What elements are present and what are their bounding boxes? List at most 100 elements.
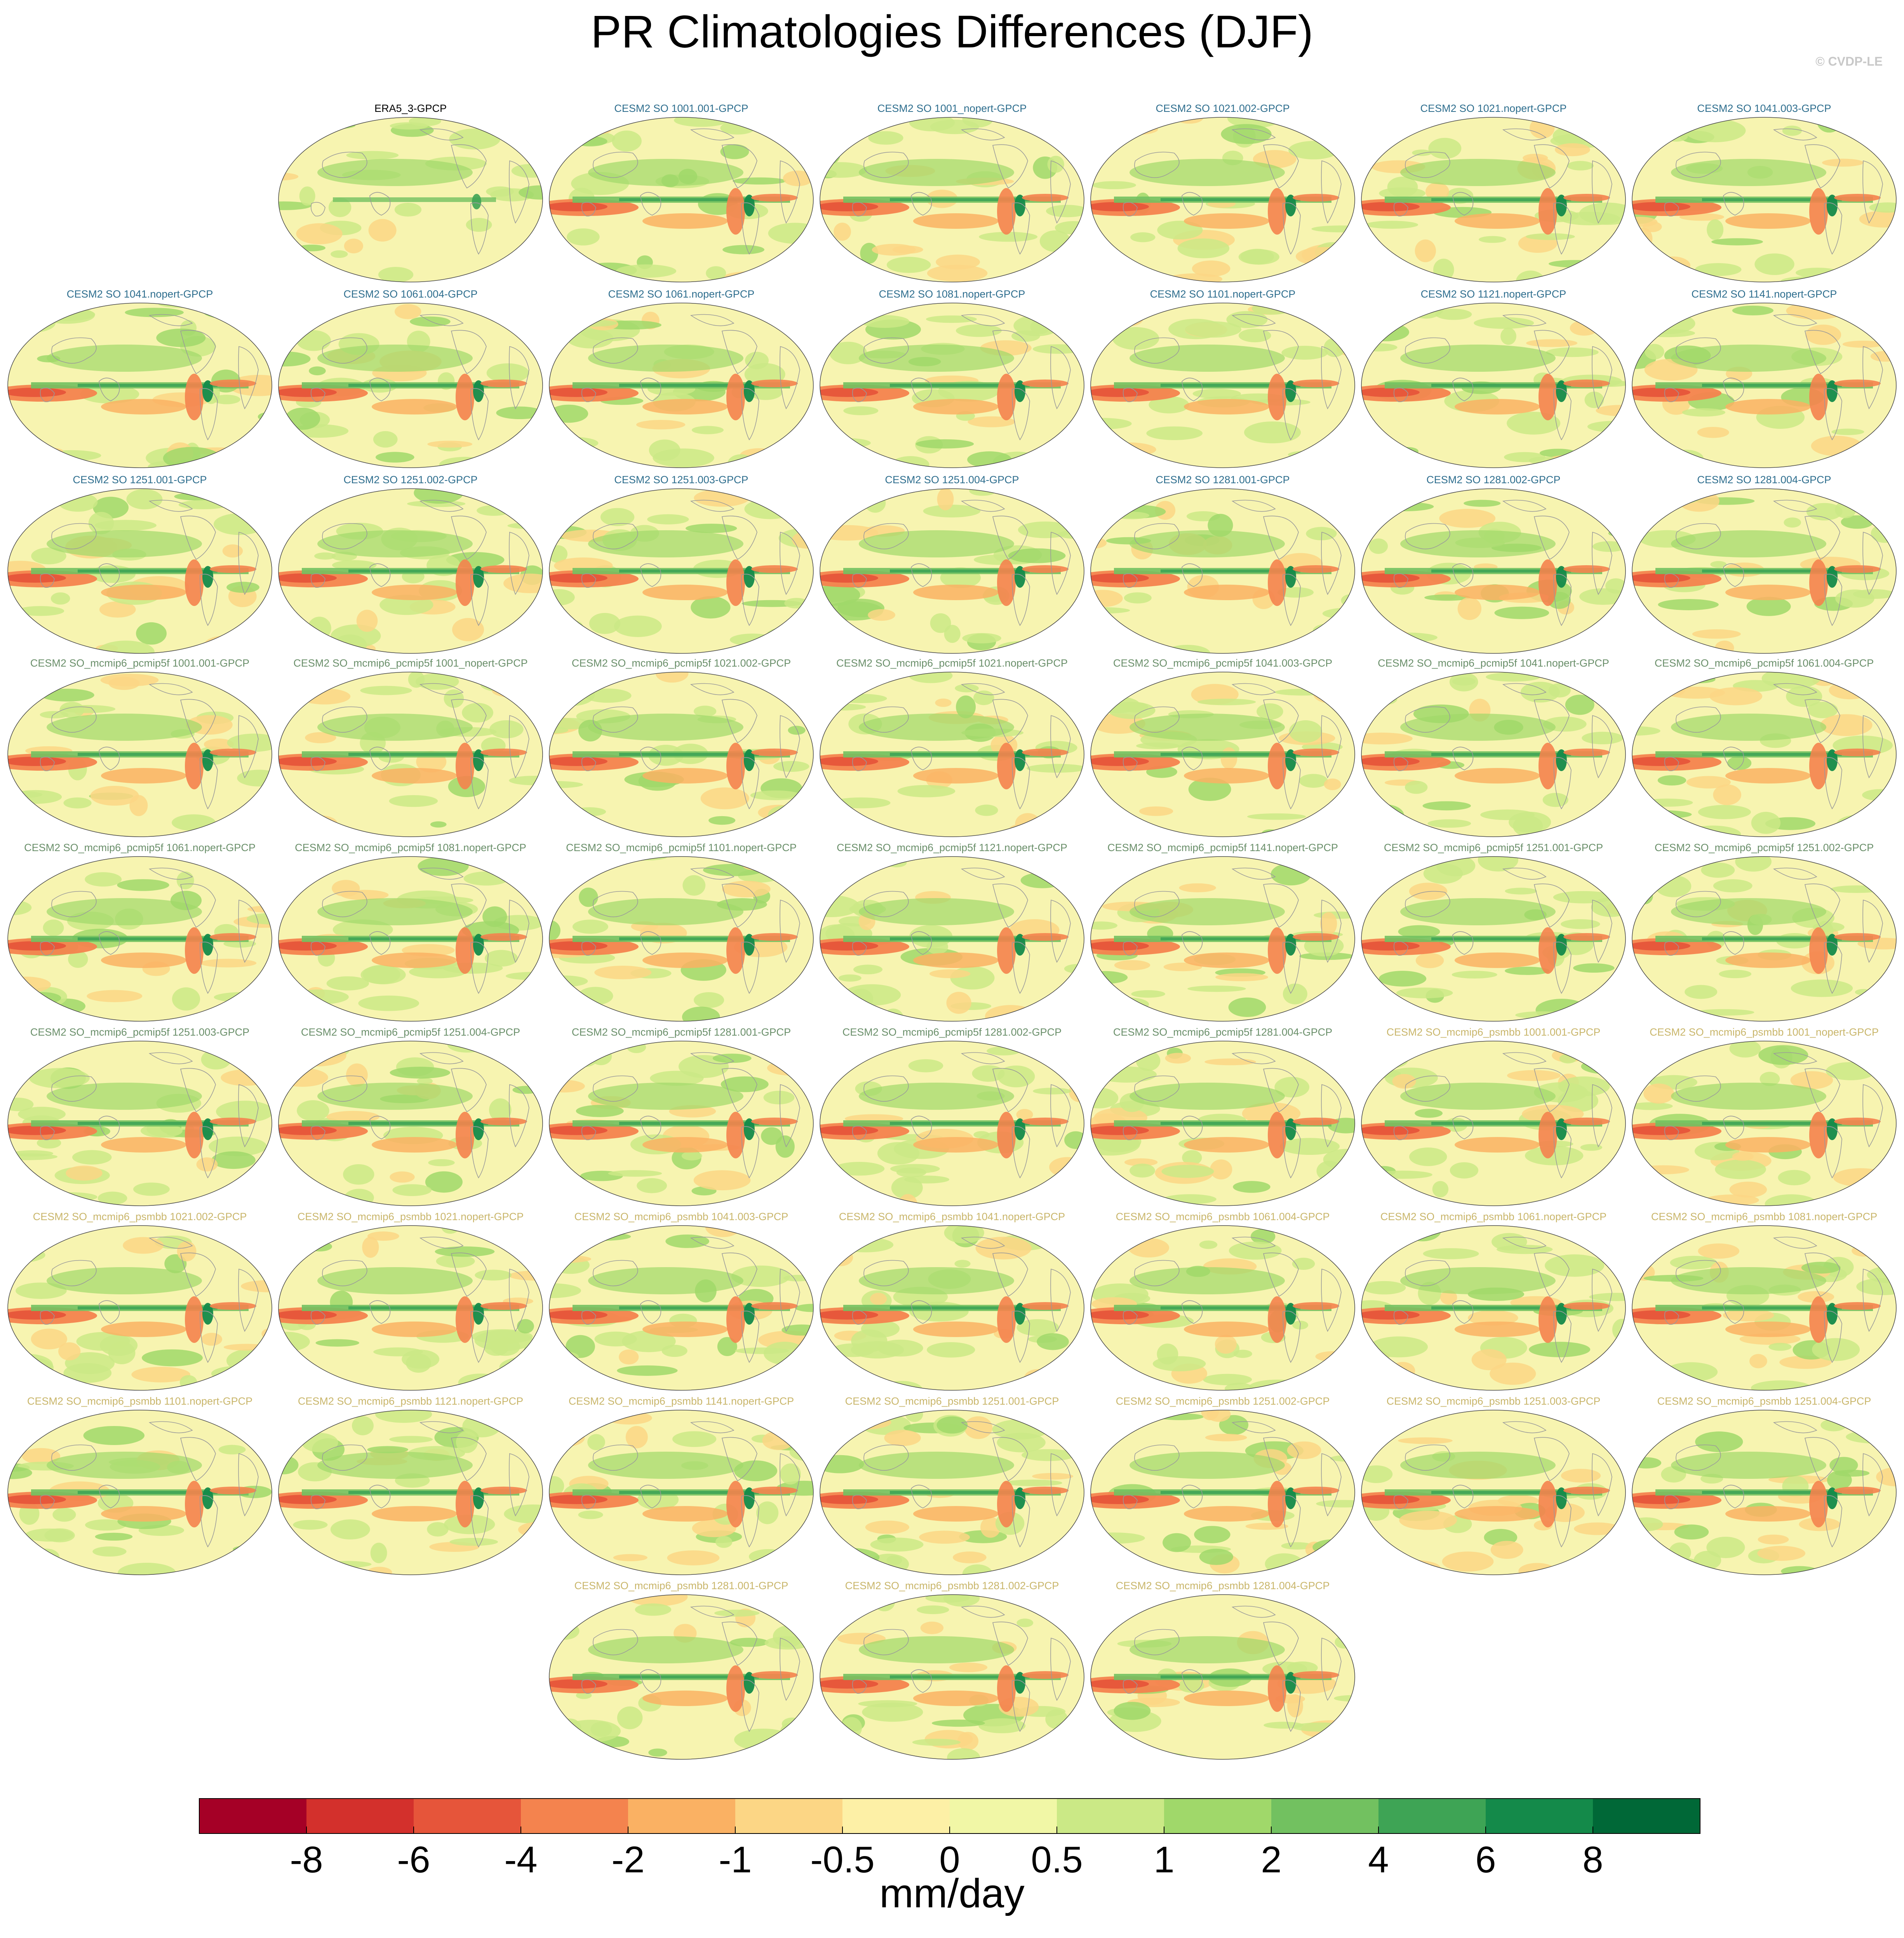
coastline [1824, 1126, 1842, 1179]
coastline [238, 1453, 259, 1517]
precip-anomaly-patch [1293, 1302, 1339, 1310]
coastline [1805, 330, 1840, 374]
precip-anomaly-patch [1130, 898, 1285, 925]
precip-anomaly-patch [1505, 966, 1550, 975]
precip-anomaly-patch [947, 1748, 980, 1759]
precip-anomaly-patch [1400, 1452, 1556, 1479]
precip-anomaly-patch [1820, 714, 1873, 736]
precip-anomaly-patch [373, 1347, 423, 1356]
precip-anomaly-patch [588, 714, 743, 741]
precip-anomaly-patch [118, 1562, 176, 1575]
precip-anomaly-patch [1809, 1481, 1828, 1527]
precip-anomaly-patch [1695, 263, 1742, 276]
precip-anomaly-patch [820, 941, 878, 951]
precip-anomaly-patch [1316, 1161, 1343, 1181]
precip-anomaly-patch [1361, 1423, 1387, 1434]
precip-anomaly-patch [1281, 346, 1328, 360]
precip-anomaly-patch [372, 952, 457, 968]
coastline [1553, 202, 1572, 255]
precip-anomaly-patch [751, 1671, 798, 1679]
precip-anomaly-patch [1522, 1105, 1584, 1123]
precip-anomaly-patch [1632, 1126, 1690, 1135]
precip-anomaly-patch [1128, 1238, 1170, 1258]
precip-anomaly-patch [390, 122, 428, 130]
map-panel: CESM2 SO 1041.003-GPCP [1630, 102, 1898, 288]
coastline [238, 531, 259, 595]
coastline [1405, 337, 1450, 364]
precip-anomaly-patch [367, 1446, 409, 1454]
coastline [1263, 330, 1299, 374]
precip-anomaly-patch [1751, 1380, 1812, 1390]
precip-anomaly-patch [1427, 819, 1471, 828]
precip-anomaly-patch [726, 927, 745, 974]
robinson-map [1632, 117, 1897, 282]
coastline [200, 574, 218, 626]
coastline [180, 1437, 216, 1482]
colorbar-swatch [735, 1799, 843, 1834]
coastline [911, 378, 932, 401]
coastline [1321, 715, 1342, 778]
precip-anomaly-patch [1022, 749, 1069, 756]
precip-anomaly-patch [930, 613, 951, 633]
precip-anomaly-patch [278, 1534, 301, 1544]
precip-anomaly-patch [1139, 806, 1173, 816]
precip-anomaly-patch [473, 749, 484, 771]
precip-anomaly-patch [1220, 747, 1237, 770]
map-border [549, 488, 814, 654]
precip-anomaly-patch [509, 776, 543, 785]
precip-anomaly-patch [1422, 801, 1471, 811]
coastline [1664, 1125, 1679, 1141]
map-border [1090, 1041, 1355, 1206]
precip-anomaly-patch [1011, 330, 1040, 342]
precip-anomaly-patch [1641, 798, 1693, 807]
precip-anomaly-patch [820, 810, 852, 825]
precip-anomaly-patch [571, 1045, 599, 1067]
precip-anomaly-patch [101, 1137, 186, 1153]
coastline [852, 202, 867, 217]
robinson-map [278, 488, 543, 654]
coastline [593, 523, 638, 550]
precip-anomaly-patch [1146, 426, 1203, 440]
precip-anomaly-patch [519, 429, 543, 442]
precip-anomaly-patch [427, 441, 473, 448]
precip-anomaly-patch [1640, 1041, 1697, 1053]
precip-anomaly-patch [210, 1302, 256, 1310]
precip-anomaly-patch [1455, 1322, 1540, 1337]
precip-anomaly-patch [1457, 597, 1482, 620]
precip-anomaly-patch [1713, 784, 1741, 805]
precip-anomaly-patch [346, 1063, 368, 1087]
coastline [1263, 883, 1299, 928]
precip-anomaly-patch [1725, 585, 1811, 600]
panel-title: CESM2 SO 1251.002-GPCP [343, 474, 478, 486]
coastline [1502, 1052, 1547, 1064]
precip-anomaly-patch [1435, 308, 1472, 320]
precip-anomaly-patch [1549, 260, 1602, 268]
map-border [7, 672, 272, 837]
precip-anomaly-patch [1015, 380, 1025, 402]
coastline [1664, 202, 1679, 217]
map-border [278, 117, 543, 282]
coastline [1283, 574, 1301, 626]
precip-anomaly-band [348, 1491, 488, 1494]
precip-anomaly-patch [1030, 320, 1050, 334]
precip-anomaly-patch [997, 1296, 1016, 1343]
coastline [581, 1679, 596, 1694]
map-panel: CESM2 SO_mcmip6_pcmip5f 1021.002-GPCP [547, 656, 815, 843]
precip-anomaly-patch [1152, 1356, 1206, 1372]
coastline [238, 1268, 259, 1332]
precip-anomaly-patch [185, 1296, 204, 1343]
precip-anomaly-patch [851, 1329, 888, 1352]
coastline [640, 747, 661, 770]
coastline [690, 683, 734, 695]
precip-anomaly-patch [1293, 1118, 1339, 1125]
precip-anomaly-patch [608, 1170, 662, 1177]
precip-anomaly-patch [588, 1636, 743, 1663]
precip-anomaly-patch [12, 1150, 54, 1157]
precip-anomaly-patch [589, 613, 621, 634]
precip-anomaly-patch [588, 530, 743, 557]
coastline [581, 756, 596, 771]
precip-anomaly-patch [997, 641, 1049, 653]
precip-anomaly-patch [223, 1344, 269, 1351]
precip-anomaly-band [1431, 1491, 1571, 1494]
precip-anomaly-patch [1415, 1109, 1443, 1118]
